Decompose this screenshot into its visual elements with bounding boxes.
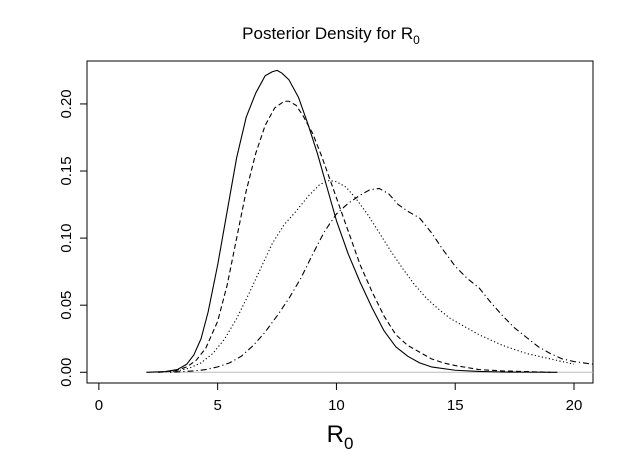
x-tick-label-10: 10 xyxy=(328,397,345,414)
x-tick-label-15: 15 xyxy=(447,397,464,414)
axes: 0 5 10 15 20 0.00 0.05 0.10 0.15 0.20 xyxy=(58,89,582,414)
x-axis-label-text: R xyxy=(327,421,344,448)
chart-title: Posterior Density for R0 xyxy=(242,24,420,47)
y-tick-label-0.05: 0.05 xyxy=(58,291,75,320)
x-axis-label: R0 xyxy=(327,421,354,453)
chart-title-text: Posterior Density for R xyxy=(242,24,413,43)
y-tick-label-0.20: 0.20 xyxy=(58,89,75,118)
x-tick-label-0: 0 xyxy=(95,397,103,414)
y-tick-label-0.00: 0.00 xyxy=(58,358,75,387)
y-tick-label-0.15: 0.15 xyxy=(58,156,75,185)
x-tick-label-5: 5 xyxy=(213,397,221,414)
x-tick-label-20: 20 xyxy=(566,397,583,414)
density-line-solid xyxy=(146,69,558,373)
chart-title-subscript: 0 xyxy=(413,33,420,47)
density-line-dotted xyxy=(158,179,575,373)
density-line-dashed xyxy=(158,100,551,373)
plot-frame xyxy=(86,60,594,384)
plot-area xyxy=(146,69,594,373)
density-line-dotdash xyxy=(170,187,594,373)
x-axis-label-subscript: 0 xyxy=(344,434,353,453)
y-tick-label-0.10: 0.10 xyxy=(58,223,75,252)
